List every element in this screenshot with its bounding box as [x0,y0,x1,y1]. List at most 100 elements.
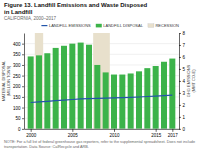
x-axis: 2000 2005 2010 2015 2017 [25,129,180,138]
tick-label: 2015 [151,133,162,138]
y2-axis: 0 1 2 3 4 5 6 7 8 [179,31,186,132]
tick-mark [179,45,181,46]
legend: LANDFILL EMISSIONS LANDFILL DISPOSAL RECES… [41,23,179,28]
bar [69,44,75,129]
tick: 6 [179,55,186,60]
y2-axis-title: GHG EMISSIONS(MMT CO₂E) [186,64,196,97]
title-line: Figure 13. Landfill Emissions and Waste … [4,2,147,8]
tick-label: 300 [13,63,21,68]
axis-line [179,34,180,130]
tick-mark [31,129,32,132]
tick: 2005 [68,129,79,138]
tick-mark [179,69,181,70]
bar [128,73,134,128]
bar [153,66,159,129]
legend-swatch [96,24,102,28]
legend-label: LANDFILL EMISSIONS [49,23,91,28]
legend-item: LANDFILL DISPOSAL [96,23,144,28]
tick-label: 2005 [68,133,79,138]
tick-label: 150 [13,95,21,100]
tick-label: 50 [15,116,21,121]
tick-label: 8 [183,31,186,36]
tick-mark [22,44,24,45]
tick-label: 0 [18,127,21,132]
y-axis-title-line: (MILLION TONS) [6,65,11,96]
tick: 2010 [109,129,120,138]
tick-mark [22,118,24,119]
tick: 200 [13,84,24,89]
bar [61,46,67,129]
tick-mark [22,65,24,66]
tick-mark [179,129,181,130]
tick: 8 [179,31,186,36]
tick-label: 350 [13,52,21,57]
bar [78,43,84,129]
bar [44,53,50,129]
tick-label: 0 [183,127,186,132]
bar [86,45,92,129]
tick: 0 [179,127,186,132]
tick: 400 [13,42,24,47]
bar [94,65,100,129]
tick-mark [22,129,24,130]
tick-mark [179,57,181,58]
bar [36,55,42,128]
legend-label: RECESSION [155,23,179,28]
legend-swatch [41,25,47,26]
tick: 1 [179,115,186,120]
bar [169,59,175,129]
tick: 250 [13,74,24,79]
tick: 300 [13,63,24,68]
title: Figure 13. Landfill Emissions and Waste … [4,2,147,15]
tick: 4 [179,79,186,84]
footnote-line: transportation. Data Source: CalRecycle … [4,145,89,149]
subtitle: CALIFORNIA, 2000–2017 [4,16,57,21]
tick-mark [156,129,157,132]
tick: 0 [18,127,24,132]
legend-swatch [148,24,154,28]
tick-label: 2000 [26,133,37,138]
recession-band [93,33,110,129]
tick: 150 [13,95,24,100]
bar-series [28,43,176,129]
legend-label: LANDFILL DISPOSAL [103,23,143,28]
bar [119,75,125,129]
bar [103,72,109,128]
tick-mark [179,81,181,82]
tick: 350 [13,52,24,57]
tick-mark [179,105,181,106]
tick-label: 2010 [109,133,120,138]
tick-label: 400 [13,42,21,47]
tick: 5 [179,67,186,72]
tick-mark [22,97,24,98]
y2-axis-title-line: (MMT CO₂E) [191,69,196,93]
tick: 2 [179,103,186,108]
tick-label: 2017 [168,133,179,138]
tick: 3 [179,91,186,96]
tick: 100 [13,105,24,110]
tick-label: 7 [183,43,186,48]
tick-mark [179,117,181,118]
tick-mark [22,108,24,109]
tick-label: 6 [183,55,186,60]
tick-label: 250 [13,74,21,79]
axis-line [24,34,25,130]
tick: 2017 [168,129,179,138]
bar [144,68,150,129]
tick-mark [72,129,73,132]
tick-mark [179,33,181,34]
tick: 50 [15,116,24,121]
tick-label: 2 [183,103,186,108]
plot-area [28,33,176,129]
line [31,95,173,102]
tick-mark [179,93,181,94]
bar [53,48,59,129]
tick-mark [22,86,24,87]
y-axis-title: MATERIAL DISPOSAL(MILLION TONS) [1,60,11,101]
tick-mark [114,129,115,132]
legend-item: LANDFILL EMISSIONS [41,23,91,28]
tick-mark [22,54,24,55]
tick: 2000 [26,129,37,138]
tick-label: 100 [13,105,21,110]
legend-item: RECESSION [148,23,179,28]
